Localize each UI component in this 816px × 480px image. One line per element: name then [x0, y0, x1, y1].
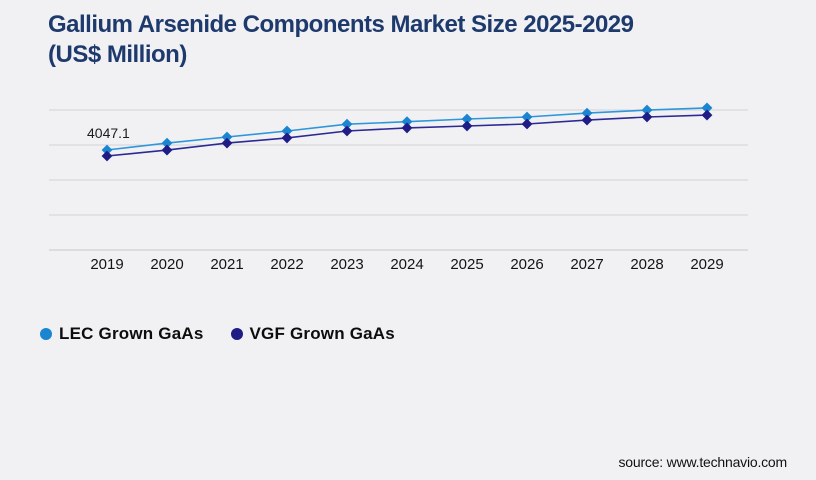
first-point-data-label: 4047.1 [87, 125, 130, 141]
x-axis-label-2028: 2028 [630, 256, 664, 273]
data-point-marker [281, 125, 293, 137]
x-axis-label-2020: 2020 [150, 256, 184, 273]
chart-title: Gallium Arsenide Components Market Size … [48, 10, 634, 70]
data-point-marker [521, 118, 533, 130]
legend-item-vgf: VGF Grown GaAs [230, 324, 395, 344]
x-axis-label-2022: 2022 [270, 256, 304, 273]
x-axis-label-2023: 2023 [330, 256, 364, 273]
data-point-marker [221, 137, 233, 149]
data-point-marker [701, 102, 713, 114]
legend-label-lec: LEC Grown GaAs [59, 324, 204, 343]
chart-legend: LEC Grown GaAs VGF Grown GaAs [40, 324, 395, 344]
chart-title-line1: Gallium Arsenide Components Market Size … [48, 11, 634, 38]
data-point-marker [521, 111, 533, 123]
data-point-marker [101, 144, 113, 156]
x-axis-label-2029: 2029 [690, 256, 724, 273]
x-axis-label-2025: 2025 [450, 256, 484, 273]
data-point-marker [461, 120, 473, 132]
data-point-marker [701, 109, 713, 121]
legend-item-lec: LEC Grown GaAs [40, 324, 204, 344]
lec-series-dot-icon [40, 328, 52, 340]
data-point-marker [341, 118, 353, 130]
data-point-marker [341, 125, 353, 137]
x-axis-label-2027: 2027 [570, 256, 604, 273]
data-point-marker [101, 150, 113, 162]
data-point-marker [401, 122, 413, 134]
source-attribution: source: www.technavio.com [618, 454, 787, 470]
x-axis-label-2024: 2024 [390, 256, 424, 273]
x-axis-label-2019: 2019 [90, 256, 124, 273]
legend-label-vgf: VGF Grown GaAs [249, 324, 395, 343]
x-axis-label-2026: 2026 [510, 256, 544, 273]
data-point-marker [581, 114, 593, 126]
data-point-marker [221, 131, 233, 143]
x-axis-label-2021: 2021 [210, 256, 244, 273]
data-point-marker [581, 107, 593, 119]
data-point-marker [461, 113, 473, 125]
data-point-marker [641, 104, 653, 116]
vgf-series-dot-icon [230, 328, 243, 340]
chart-title-line2: (US$ Million) [48, 41, 187, 68]
data-point-marker [281, 132, 293, 144]
data-point-marker [641, 111, 653, 123]
data-point-marker [161, 137, 173, 149]
data-point-marker [161, 144, 173, 156]
data-point-marker [401, 116, 413, 128]
